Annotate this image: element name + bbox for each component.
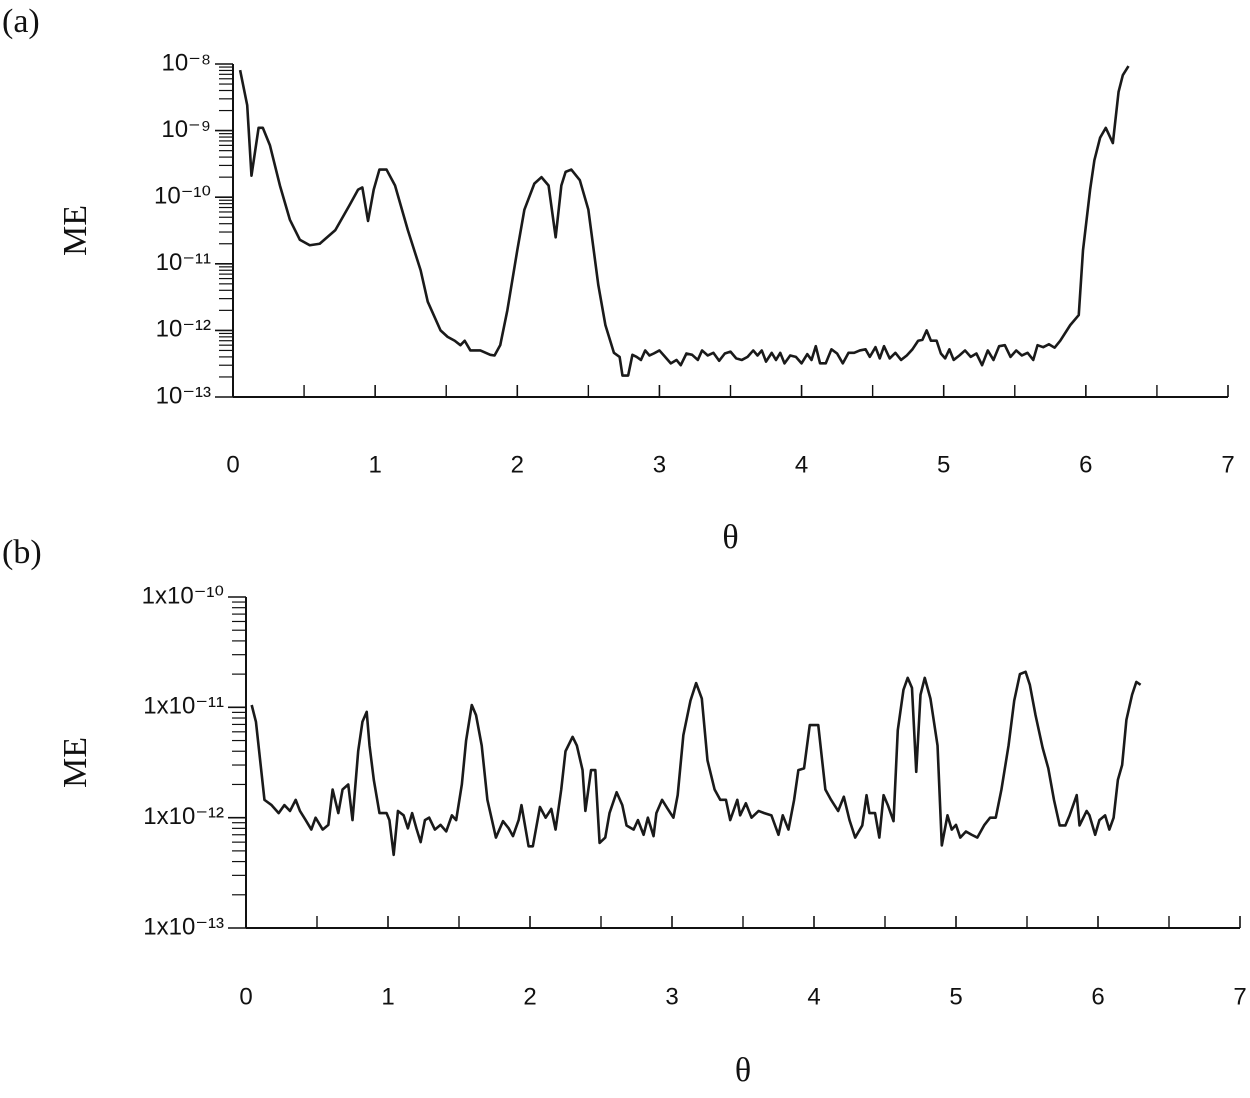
x-tick-label: 7	[1233, 983, 1246, 1010]
y-tick-label: 10⁻¹¹	[156, 249, 211, 276]
y-tick-label: 1x10⁻¹³	[143, 913, 224, 940]
x-tick-label: 6	[1079, 451, 1092, 478]
y-tick-label: 10⁻¹²	[156, 316, 211, 343]
x-tick-label: 1	[381, 983, 394, 1010]
panel: (a) 10⁻¹³ 10⁻¹² 10⁻¹¹ 10⁻¹⁰ 10⁻⁹ 10⁻⁸ 0 1 2 3 4 5 6 7 θ…	[2, 3, 1235, 556]
x-axis-title: θ	[722, 519, 738, 556]
y-axis-title: ME	[57, 205, 94, 256]
x-tick-label: 5	[949, 983, 962, 1010]
y-tick-label: 1x10⁻¹¹	[143, 693, 224, 720]
x-tick-label: 4	[795, 451, 808, 478]
data-line	[238, 65, 1130, 377]
y-tick-label: 10⁻⁹	[161, 116, 211, 143]
x-tick-label: 7	[1221, 451, 1234, 478]
y-tick-label: 10⁻⁸	[162, 49, 212, 76]
x-tick-label: 3	[665, 983, 678, 1010]
panel-label: (a)	[2, 3, 40, 40]
y-tick-label: 1x10⁻¹⁰	[142, 582, 224, 609]
x-tick-label: 0	[226, 451, 239, 478]
data-line	[250, 670, 1142, 857]
x-tick-label: 2	[523, 983, 536, 1010]
y-tick-label: 10⁻¹⁰	[154, 183, 211, 210]
x-tick-label: 6	[1091, 983, 1104, 1010]
panel-label: (b)	[2, 534, 42, 571]
x-tick-label: 4	[807, 983, 820, 1010]
x-tick-label: 2	[511, 451, 524, 478]
x-tick-label: 3	[653, 451, 666, 478]
x-axis-title: θ	[735, 1052, 751, 1089]
y-axis-title: ME	[57, 737, 94, 788]
y-tick-label: 1x10⁻¹²	[143, 803, 224, 830]
x-tick-label: 1	[368, 451, 381, 478]
x-tick-label: 0	[239, 983, 252, 1010]
panel: (b) 1x10⁻¹³ 1x10⁻¹² 1x10⁻¹¹ 1x10⁻¹⁰ 0 1 2 3 4 5 6 7 θ…	[2, 534, 1247, 1089]
x-tick-label: 5	[937, 451, 950, 478]
y-tick-label: 10⁻¹³	[156, 382, 211, 409]
